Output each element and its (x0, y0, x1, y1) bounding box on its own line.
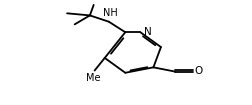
Text: O: O (194, 66, 202, 76)
Text: Me: Me (86, 73, 100, 83)
Text: NH: NH (102, 8, 117, 18)
Text: N: N (143, 27, 151, 37)
